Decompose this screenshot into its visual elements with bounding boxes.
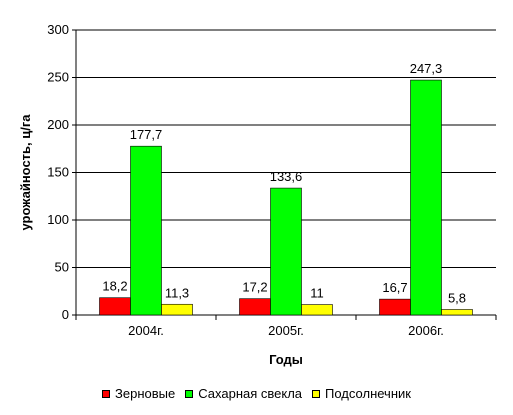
legend-swatch bbox=[102, 389, 111, 398]
bar bbox=[161, 303, 193, 316]
bar bbox=[379, 298, 411, 316]
legend: Зерновые Сахарная свекла Подсолнечник bbox=[0, 386, 513, 401]
x-tick-label: 2006г. bbox=[408, 323, 444, 338]
data-label: 16,7 bbox=[382, 280, 407, 295]
data-label: 247,3 bbox=[410, 61, 443, 76]
bar bbox=[301, 304, 333, 316]
x-tick-label: 2005г. bbox=[268, 323, 304, 338]
y-axis-title: урожайность, ц/га bbox=[18, 114, 33, 231]
bar bbox=[441, 309, 473, 316]
legend-item: Подсолнечник bbox=[312, 386, 411, 401]
legend-label: Сахарная свекла bbox=[198, 386, 303, 401]
data-label: 17,2 bbox=[242, 280, 267, 295]
legend-swatch bbox=[185, 389, 194, 398]
legend-item: Зерновые bbox=[102, 386, 175, 401]
x-axis-title: Годы bbox=[269, 352, 303, 367]
y-tick-label: 150 bbox=[47, 165, 69, 180]
y-tick-label: 100 bbox=[47, 212, 69, 227]
data-label: 18,2 bbox=[102, 279, 127, 294]
y-tick-label: 300 bbox=[47, 22, 69, 37]
bar bbox=[239, 298, 271, 316]
bar-chart: 0 50 100 150 200 250 300 2004г. 2005г. 2006г. 18,2… bbox=[18, 22, 497, 367]
bar bbox=[99, 297, 131, 316]
data-label: 177,7 bbox=[130, 127, 163, 142]
x-tick-label: 2004г. bbox=[128, 323, 164, 338]
data-label: 133,6 bbox=[270, 169, 303, 184]
data-label: 5,8 bbox=[448, 290, 466, 305]
legend-swatch bbox=[312, 389, 321, 398]
y-tick-label: 250 bbox=[47, 70, 69, 85]
bar bbox=[410, 79, 442, 316]
legend-label: Подсолнечник bbox=[325, 386, 411, 401]
bar bbox=[270, 187, 302, 316]
y-tick-label: 50 bbox=[55, 260, 69, 275]
data-label: 11 bbox=[310, 286, 324, 301]
bar bbox=[130, 145, 162, 316]
y-tick-label: 200 bbox=[47, 117, 69, 132]
y-tick-label: 0 bbox=[62, 307, 69, 322]
legend-item: Сахарная свекла bbox=[185, 386, 302, 401]
legend-label: Зерновые bbox=[115, 386, 176, 401]
data-label: 11,3 bbox=[165, 285, 189, 300]
